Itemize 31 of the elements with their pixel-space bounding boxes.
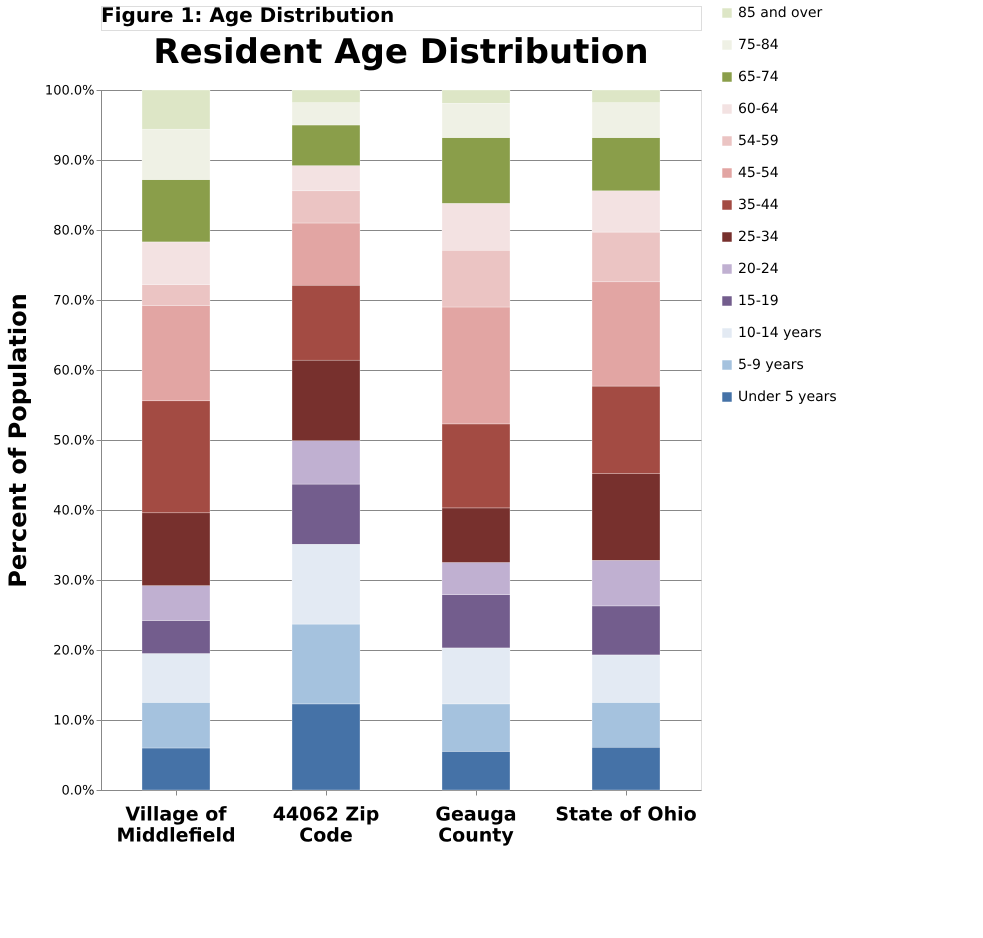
- y-tick-label: 70.0%: [53, 294, 94, 308]
- x-tick-label: Geauga County: [435, 804, 517, 846]
- x-tick-label: 44062 Zip Code: [272, 804, 380, 846]
- y-tick-label: 10.0%: [53, 714, 94, 728]
- legend-label: 60-64: [738, 101, 779, 117]
- y-tick-label: 0.0%: [61, 784, 94, 798]
- chart-title: Resident Age Distribution: [153, 32, 649, 72]
- y-tick-label: 80.0%: [53, 224, 94, 238]
- y-tick-label: 90.0%: [53, 154, 94, 168]
- legend-label: Under 5 years: [738, 389, 837, 405]
- legend-label: 65-74: [738, 69, 779, 85]
- y-tick-label: 20.0%: [53, 644, 94, 658]
- y-tick-label: 60.0%: [53, 364, 94, 378]
- legend-label: 75-84: [738, 37, 779, 53]
- y-tick-label: 40.0%: [53, 504, 94, 518]
- legend-label: 85 and over: [738, 5, 823, 21]
- y-axis-title: Percent of Population: [4, 293, 32, 588]
- y-tick-label: 100.0%: [44, 84, 94, 98]
- legend-label: 15-19: [738, 293, 779, 309]
- legend-label: 45-54: [738, 165, 779, 181]
- legend-label: 25-34: [738, 229, 779, 245]
- x-tick-label: Village of Middlefield: [116, 804, 236, 846]
- x-tick-label: State of Ohio: [555, 804, 697, 826]
- y-tick-label: 30.0%: [53, 574, 94, 588]
- caption: Figure 1: Age Distribution: [101, 3, 394, 27]
- y-tick-label: 50.0%: [53, 434, 94, 448]
- legend-label: 35-44: [738, 197, 779, 213]
- legend-label: 20-24: [738, 261, 779, 277]
- legend-label: 54-59: [738, 133, 779, 149]
- legend-label: 10-14 years: [738, 325, 822, 341]
- legend-label: 5-9 years: [738, 357, 804, 373]
